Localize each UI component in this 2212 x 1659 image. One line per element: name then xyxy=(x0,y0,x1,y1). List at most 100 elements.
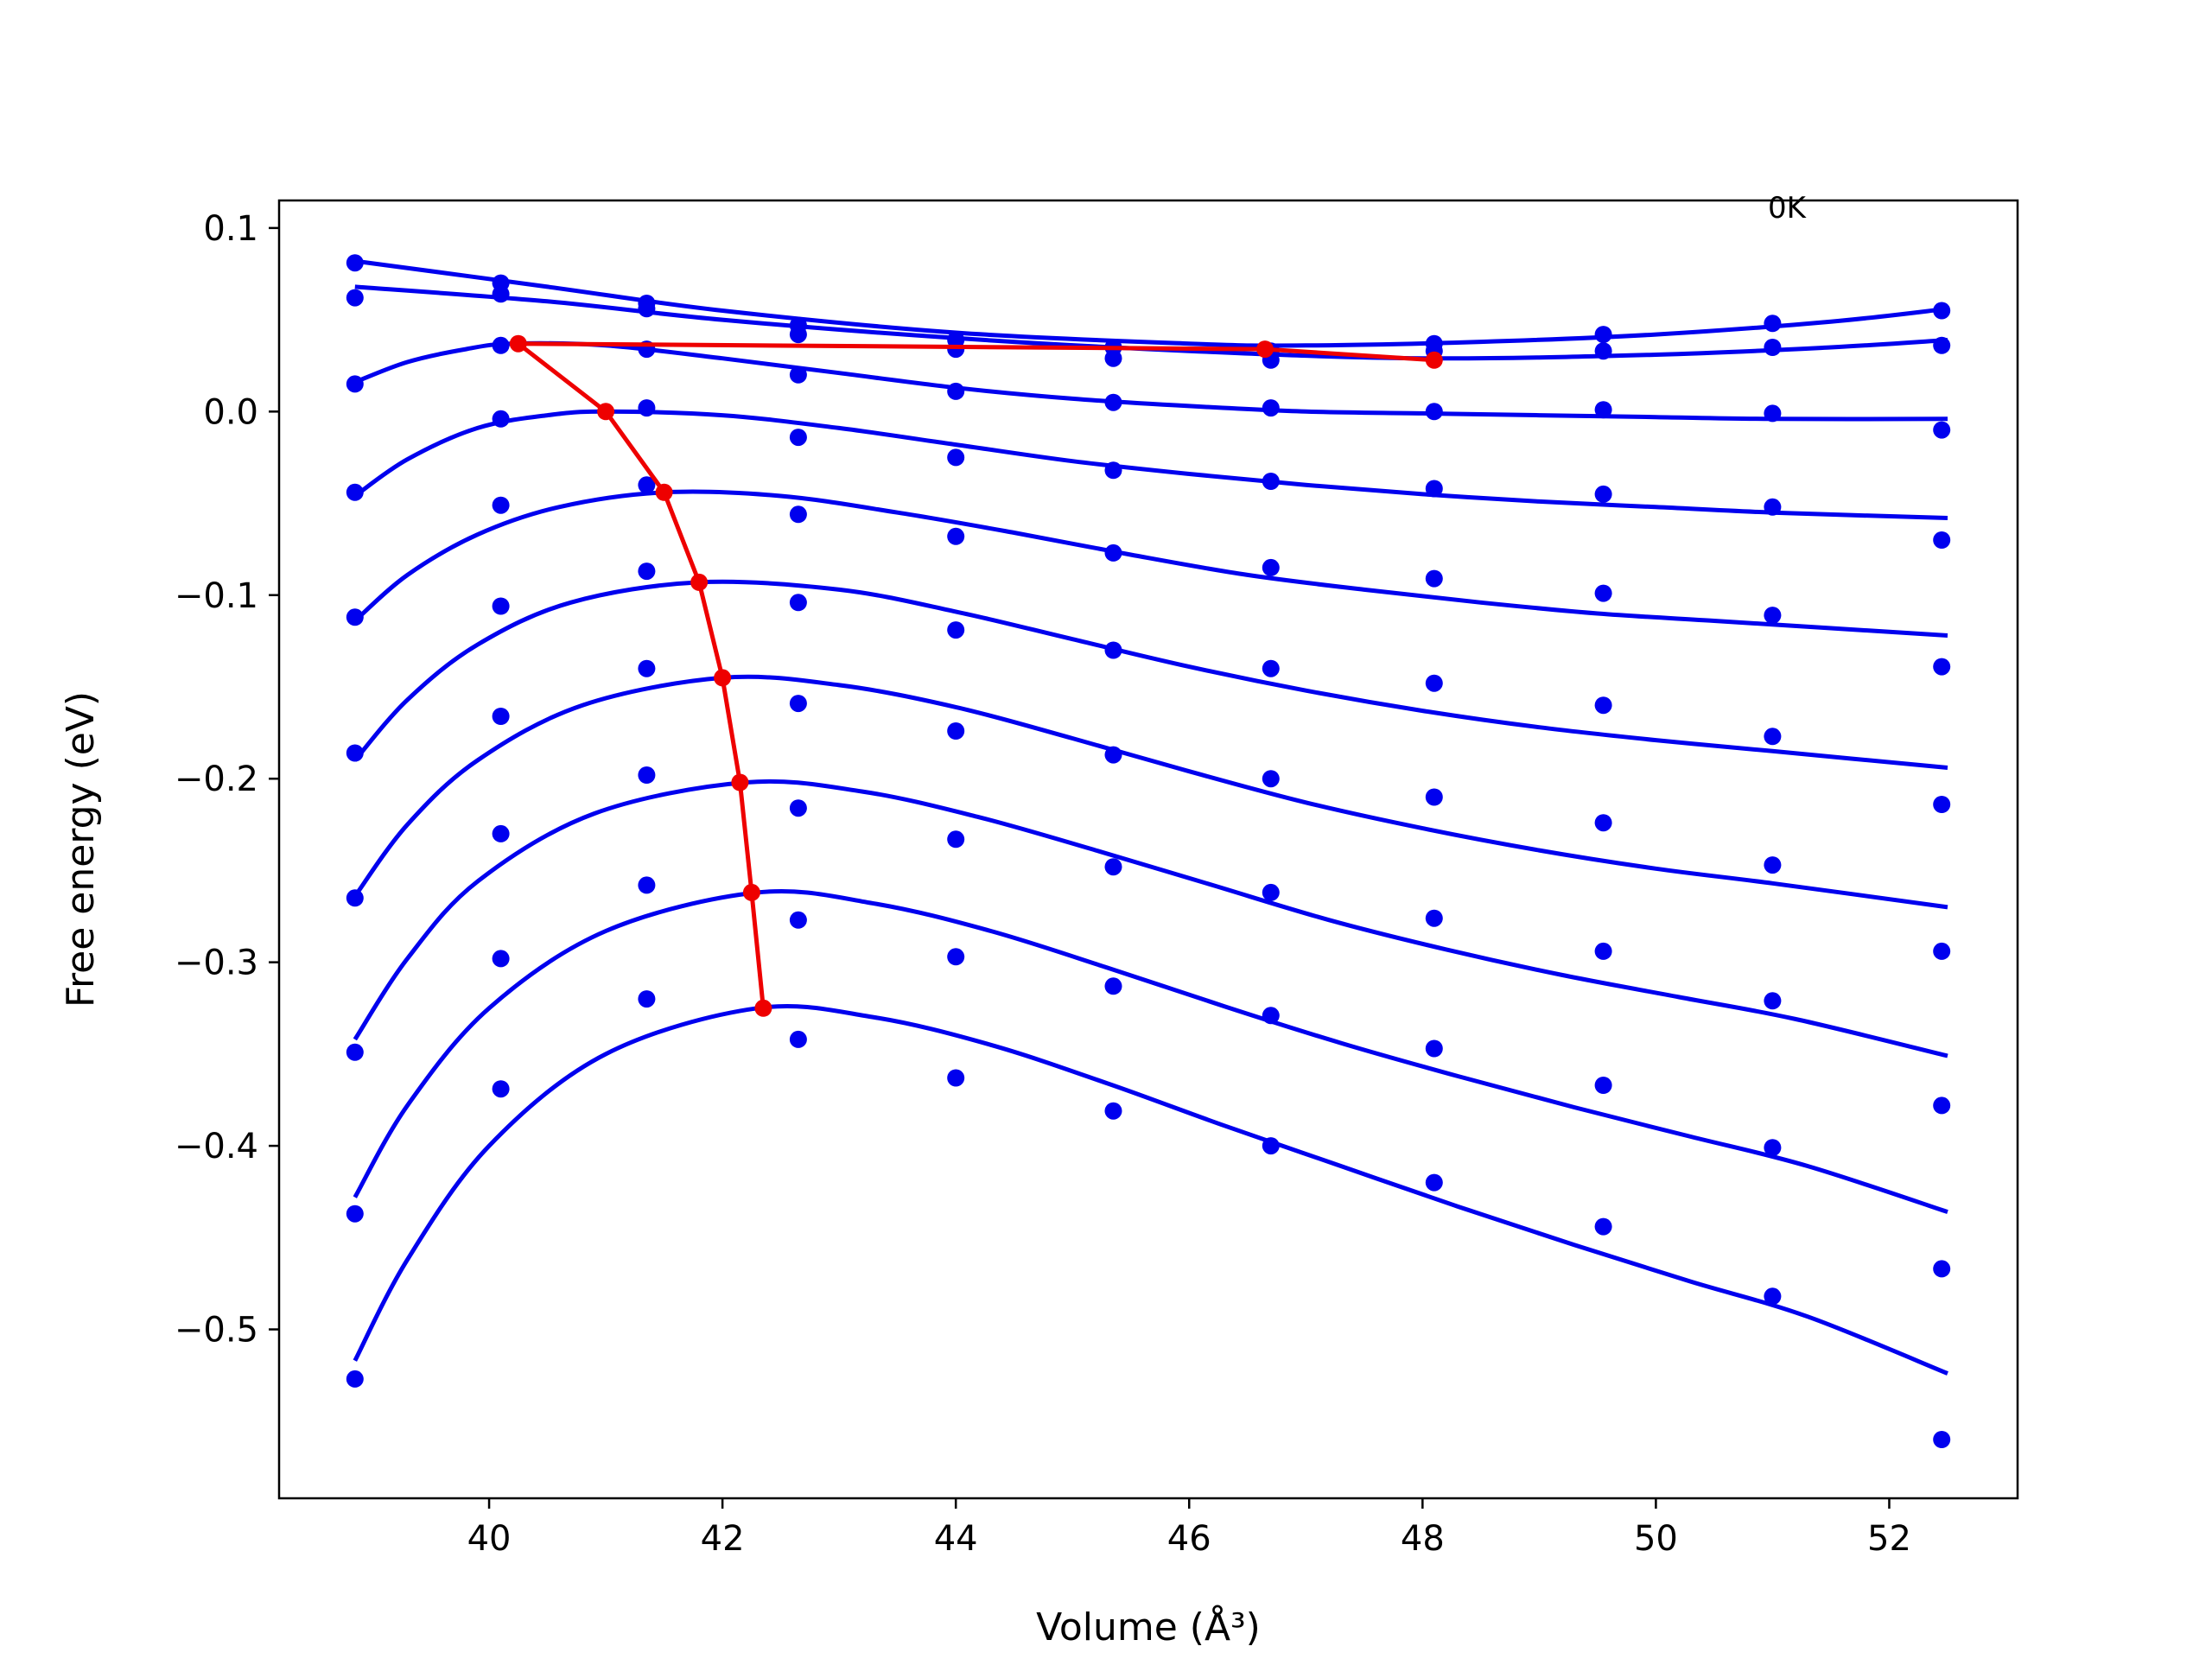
fitted-curve-7 xyxy=(353,674,1948,910)
data-point xyxy=(492,950,510,968)
data-point xyxy=(1764,728,1782,746)
data-point xyxy=(1104,641,1122,659)
data-point xyxy=(1764,607,1782,625)
data-point xyxy=(1764,404,1782,423)
data-point xyxy=(1262,558,1280,576)
data-point xyxy=(1104,349,1122,367)
data-point xyxy=(638,300,656,318)
data-point xyxy=(1262,399,1280,417)
fitted-curve-5 xyxy=(353,489,1948,638)
data-point xyxy=(1425,788,1443,806)
data-point xyxy=(1262,659,1280,677)
data-point xyxy=(638,659,656,677)
data-point xyxy=(1933,531,1951,549)
data-point xyxy=(346,1370,364,1388)
minimum-point xyxy=(1425,351,1443,369)
x-tick-label: 52 xyxy=(1867,1519,1911,1559)
data-point xyxy=(1262,1137,1280,1155)
data-point xyxy=(1764,856,1782,874)
data-point xyxy=(947,948,965,966)
data-point xyxy=(789,365,807,384)
data-point xyxy=(1425,674,1443,692)
data-point xyxy=(789,911,807,929)
data-point xyxy=(1764,1139,1782,1157)
plot-frame xyxy=(277,199,2019,1500)
data-point xyxy=(1425,569,1443,588)
minimum-point xyxy=(742,883,760,901)
data-point xyxy=(1594,401,1612,419)
x-tick-label: 42 xyxy=(701,1519,745,1559)
data-point xyxy=(346,289,364,307)
data-point xyxy=(1594,584,1612,602)
fitted-curve-10 xyxy=(353,1003,1948,1376)
data-points xyxy=(346,254,1951,1448)
data-point xyxy=(947,830,965,849)
data-point xyxy=(638,766,656,784)
x-axis-ticks: 40 42 44 46 48 50 52 xyxy=(467,1498,1911,1559)
data-point xyxy=(492,285,510,303)
data-point xyxy=(789,695,807,713)
data-point xyxy=(492,410,510,428)
data-point xyxy=(346,608,364,626)
data-point xyxy=(1764,1287,1782,1306)
y-axis-label: Free energy (eV) xyxy=(59,691,103,1007)
data-point xyxy=(346,889,364,907)
fitted-curve-4 xyxy=(353,409,1948,520)
data-point xyxy=(638,399,656,417)
data-point xyxy=(1594,326,1612,344)
data-point xyxy=(789,505,807,524)
data-point xyxy=(1933,1260,1951,1278)
temperature-annotation: 0K xyxy=(1768,191,1808,226)
data-point xyxy=(947,1069,965,1087)
data-point xyxy=(1262,770,1280,788)
y-tick-label: −0.4 xyxy=(175,1127,258,1166)
data-point xyxy=(947,527,965,545)
x-axis-label: Volume (Å³) xyxy=(1036,1604,1261,1649)
data-point xyxy=(1104,746,1122,764)
data-point xyxy=(1104,393,1122,411)
data-point xyxy=(1262,1007,1280,1025)
y-tick-label: 0.1 xyxy=(203,209,258,249)
data-point xyxy=(1764,315,1782,333)
data-point xyxy=(346,483,364,501)
data-point xyxy=(346,375,364,393)
data-point xyxy=(1425,480,1443,498)
minimum-point xyxy=(714,669,732,687)
y-tick-label: −0.1 xyxy=(175,576,258,616)
data-point xyxy=(1104,858,1122,876)
data-point xyxy=(1933,942,1951,960)
fitted-curve-8 xyxy=(353,779,1948,1058)
data-point xyxy=(947,722,965,740)
data-point xyxy=(789,799,807,817)
minimum-point xyxy=(597,403,615,421)
data-point xyxy=(1104,543,1122,562)
x-tick-label: 50 xyxy=(1634,1519,1678,1559)
data-point xyxy=(947,448,965,467)
data-point xyxy=(346,1205,364,1223)
minima-path xyxy=(509,334,1443,1017)
data-point xyxy=(492,336,510,354)
x-tick-label: 48 xyxy=(1401,1519,1445,1559)
data-point xyxy=(1933,1431,1951,1448)
data-point xyxy=(789,326,807,344)
data-point xyxy=(1425,1039,1443,1058)
minimum-point xyxy=(754,999,772,1017)
data-point xyxy=(1594,1217,1612,1236)
minimum-point xyxy=(655,483,673,501)
data-point xyxy=(346,744,364,762)
data-point xyxy=(1262,883,1280,901)
minimum-point xyxy=(1256,340,1274,359)
data-point xyxy=(789,429,807,447)
fitted-curve-1 xyxy=(354,258,1948,348)
y-tick-label: −0.2 xyxy=(175,760,258,799)
data-point xyxy=(1933,421,1951,439)
data-point xyxy=(1933,796,1951,813)
x-tick-label: 44 xyxy=(934,1519,978,1559)
x-tick-label: 40 xyxy=(467,1519,512,1559)
data-point xyxy=(1933,302,1951,320)
data-point xyxy=(638,476,656,494)
data-point xyxy=(789,1030,807,1048)
data-point xyxy=(789,594,807,612)
